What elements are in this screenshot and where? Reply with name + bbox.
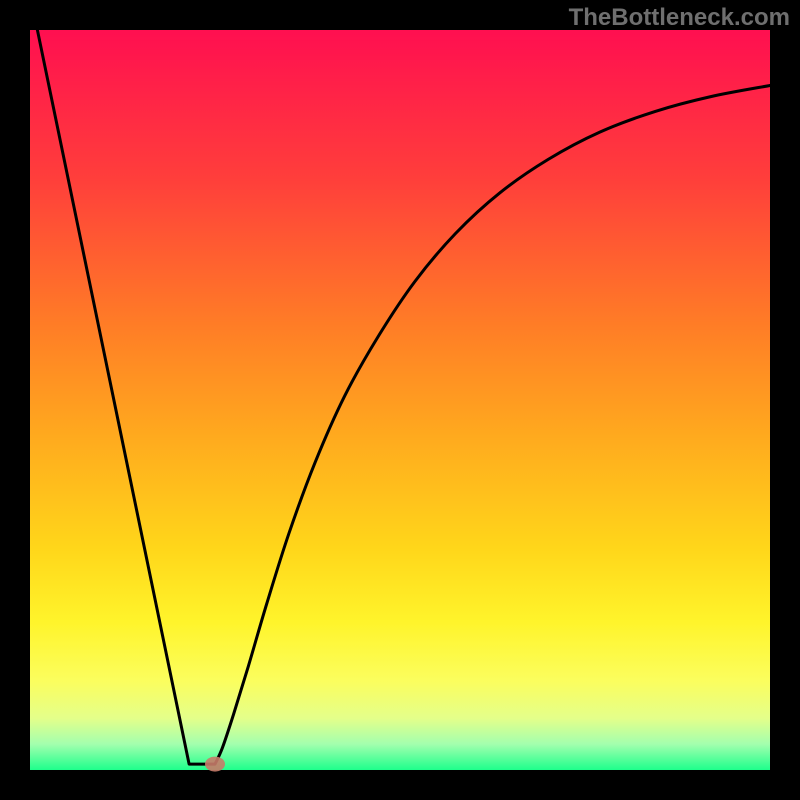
bottleneck-chart xyxy=(0,0,800,800)
watermark-text: TheBottleneck.com xyxy=(569,4,790,32)
optimal-point-marker xyxy=(205,757,225,772)
chart-container: TheBottleneck.com xyxy=(0,0,800,800)
